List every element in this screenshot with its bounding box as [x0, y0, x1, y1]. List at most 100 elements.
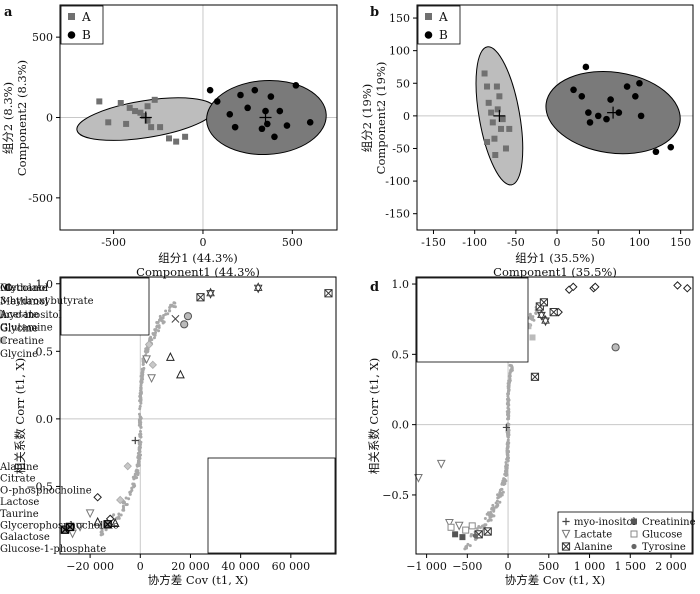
point-c-alanine-1: [176, 369, 185, 379]
cloud-point-c-244: [153, 328, 157, 332]
ylabel-cn-a: 组分2 (8.3%): [1, 82, 15, 154]
cloud-point-d-267: [508, 372, 512, 376]
cloud-point-c-242: [138, 397, 142, 401]
cloud-point-d-293: [507, 398, 511, 402]
highlighted-points-c: [60, 282, 333, 539]
x-tick-label-b-2: -50: [507, 236, 525, 249]
cloud-point-d-234: [506, 456, 510, 460]
cloud-point-c-204: [139, 389, 143, 393]
x-tick-label-b-5: 100: [629, 236, 650, 249]
cloud-point-d-265: [491, 503, 495, 507]
point-c-alanine-0: [165, 352, 175, 361]
legend-label-d-methanol: Methanol: [0, 283, 48, 294]
cloud-point-d-87: [483, 516, 487, 520]
cloud-point-d-197: [501, 490, 505, 494]
point-b-A-3: [488, 109, 495, 116]
y-ticks-a: 500 0 -500: [28, 31, 60, 205]
x-tick-label-b-6: 150: [670, 236, 691, 249]
cloud-point-c-254: [140, 370, 144, 374]
legend-bottom-c: AlanineCitrateO-phosphocholineLactoseTau…: [0, 458, 336, 555]
point-b-A-5: [491, 135, 498, 142]
y-tick-label-c-3: −0.5: [26, 480, 53, 493]
cloud-point-c-169: [169, 303, 173, 307]
point-b-B-6: [603, 115, 610, 123]
point-d-lactate-0: [414, 473, 423, 483]
cloud-point-c-247: [157, 324, 161, 328]
cloud-point-c-12: [168, 305, 172, 309]
cloud-point-c-256: [139, 400, 143, 404]
cloud-point-d-290: [507, 431, 511, 435]
cloud-point-c-216: [162, 313, 166, 317]
cloud-point-d-173: [494, 501, 498, 505]
cloud-point-d-277: [490, 507, 494, 511]
cloud-point-c-249: [137, 463, 141, 467]
xlabel-en-b: Component1 (35.5%): [493, 265, 617, 279]
cloud-point-d-211: [470, 533, 474, 537]
x-ticks-a: -500 0 500: [101, 230, 303, 249]
cloud-point-d-221: [507, 389, 511, 393]
cloud-point-c-206: [138, 407, 142, 411]
panel-d: d −1 000 −500 0 500 1 000 1 500 2 000 1.0 0.5 0.…: [0, 277, 696, 587]
cloud-point-c-246: [119, 513, 123, 517]
y-ticks-c: 1.0 0.5 0.0 −0.5: [26, 278, 60, 493]
cloud-point-c-224: [144, 348, 148, 352]
cloud-point-c-235: [132, 476, 136, 480]
legend-label-c-lactose: Lactose: [0, 497, 39, 508]
point-b-A-2: [485, 99, 492, 106]
cloud-point-d-230: [464, 545, 468, 549]
point-d-glutamine-1: [549, 308, 558, 317]
cloud-point-c-195: [172, 301, 176, 305]
cloud-point-d-131: [506, 394, 510, 398]
point-b-B-7: [607, 96, 614, 103]
cloud-point-d-103: [489, 510, 493, 514]
legend-label-b-0: A: [438, 10, 448, 24]
xlabel-cn-b: 组分1 (35.5%): [515, 251, 594, 265]
point-d-glucose-2: [468, 522, 476, 530]
point-c-myo-inositol-1: [183, 312, 193, 321]
cloud-point-d-232: [504, 461, 508, 465]
point-a-B-10: [267, 93, 275, 100]
point-c-o-phosphocholine-1: [93, 492, 102, 502]
cloud-point-d-225: [506, 438, 510, 442]
point-a-B-5: [244, 104, 251, 112]
x-tick-label-d-0: −1 000: [406, 560, 447, 573]
point-a-A-8: [144, 117, 151, 124]
legend-label-d-acetate: Acetate: [0, 309, 39, 320]
cloud-point-d-298: [505, 452, 509, 456]
point-a-A-9: [148, 124, 155, 131]
y-tick-label-c-1: 0.5: [36, 345, 54, 358]
x-tick-label-b-1: -100: [462, 236, 487, 249]
point-a-B-8: [262, 107, 269, 115]
cloud-point-d-262: [505, 402, 509, 406]
point-b-B-14: [667, 143, 675, 151]
legend-label-c-galactose: Galactose: [0, 532, 50, 543]
cloud-point-c-35: [133, 473, 137, 477]
y-tick-label-b-2: 50: [396, 77, 410, 90]
cloud-point-c-175: [104, 528, 108, 532]
cloud-point-c-134: [112, 513, 116, 517]
point-c-glycine-1: [253, 282, 263, 294]
point-d-3-hydroxybutyrate-2: [568, 282, 578, 292]
point-b-B-9: [623, 83, 631, 90]
xlabel-d: 协方差 Cov (t1, X): [505, 573, 605, 587]
point-d-creatine-0: [525, 323, 532, 330]
cloud-point-c-6: [152, 336, 156, 340]
legend-top-box-d: [416, 277, 529, 363]
legend-label-d-lactate: Lactate: [574, 530, 612, 541]
cloud-point-c-259: [121, 508, 125, 512]
cloud-point-d-274: [504, 463, 508, 467]
legend-label-c-glucose-1-phosphate: Glucose-1-phosphate: [0, 544, 106, 555]
point-c-glucose-1-phosphate-0: [103, 520, 112, 529]
cloud-point-d-189: [498, 500, 502, 504]
legend-top-d: Methanol3-hydroxybutyrateAcetateGlutamin…: [0, 277, 529, 363]
point-c-lactose-3: [75, 522, 85, 532]
cloud-point-c-76: [140, 380, 144, 384]
cloud-point-c-239: [132, 483, 136, 487]
legend-label-d-creatinine: Creatinine: [642, 517, 696, 528]
cloud-point-c-155: [139, 421, 143, 425]
panel-label-a: a: [4, 5, 13, 20]
legend-marker-d-myo-inositol: [562, 517, 570, 526]
cloud-point-d-98: [528, 312, 532, 316]
ylabel-cn-b: 组分2 (19%): [360, 84, 374, 153]
point-d-tyrosine-0: [472, 533, 479, 539]
